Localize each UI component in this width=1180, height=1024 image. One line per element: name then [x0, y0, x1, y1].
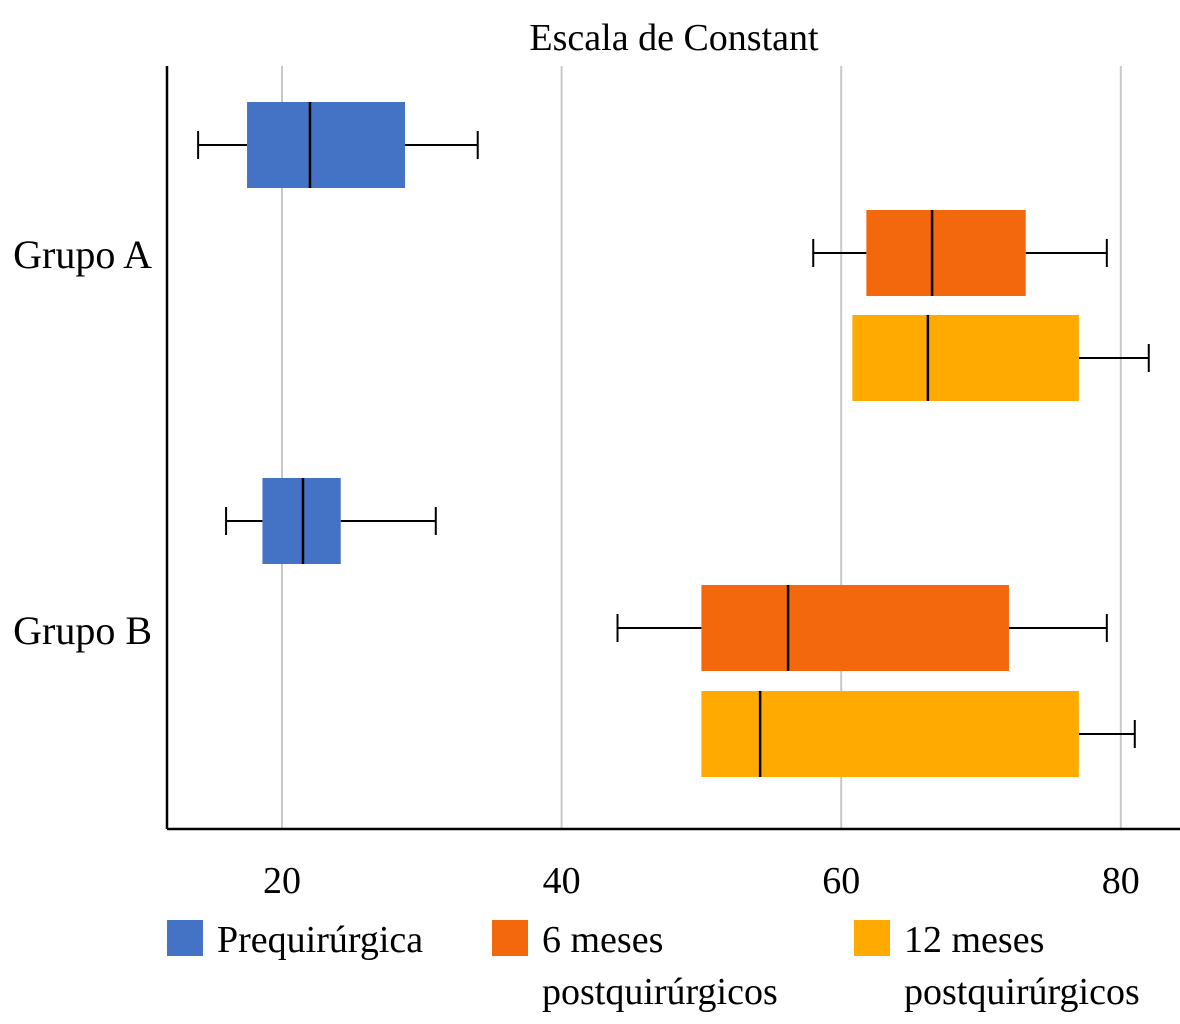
x-tick-label: 20 — [263, 860, 301, 902]
box-iqr — [701, 585, 1009, 671]
legend-swatch — [492, 920, 528, 956]
box-iqr — [262, 478, 341, 564]
box-grupo-a-series-2 — [852, 315, 1150, 401]
legend-swatch — [167, 920, 203, 956]
legend-label: postquirúrgicos — [542, 971, 778, 1013]
box-grupo-a-series-0 — [197, 102, 479, 188]
legend-label: Prequirúrgica — [217, 919, 423, 961]
category-label: Grupo B — [13, 608, 152, 653]
legend-label: 6 meses — [542, 919, 663, 961]
x-tick-labels: 20 40 60 80 — [263, 860, 1140, 902]
box-grupo-b-series-1 — [616, 585, 1108, 671]
boxes — [197, 102, 1150, 777]
category-labels: Grupo A Grupo B — [13, 232, 152, 653]
grid-lines — [281, 66, 1122, 829]
box-iqr — [701, 691, 1079, 777]
box-grupo-b-series-0 — [225, 478, 437, 564]
box-iqr — [247, 102, 406, 188]
box-grupo-b-series-2 — [701, 691, 1136, 777]
legend-item: Prequirúrgica — [167, 919, 423, 961]
box-grupo-a-series-1 — [812, 210, 1108, 296]
box-iqr — [852, 315, 1079, 401]
x-tick-label: 80 — [1102, 860, 1140, 902]
category-label: Grupo A — [13, 232, 152, 277]
legend-label: postquirúrgicos — [904, 971, 1140, 1013]
axes — [165, 66, 1180, 831]
box-iqr — [866, 210, 1026, 296]
x-tick-label: 60 — [822, 860, 860, 902]
legend-swatch — [854, 920, 890, 956]
legend-label: 12 meses — [904, 919, 1044, 961]
chart-title: Escala de Constant — [529, 17, 819, 59]
legend-item: 6 meses postquirúrgicos — [492, 919, 778, 1013]
x-tick-label: 40 — [543, 860, 581, 902]
legend-item: 12 meses postquirúrgicos — [854, 919, 1140, 1013]
